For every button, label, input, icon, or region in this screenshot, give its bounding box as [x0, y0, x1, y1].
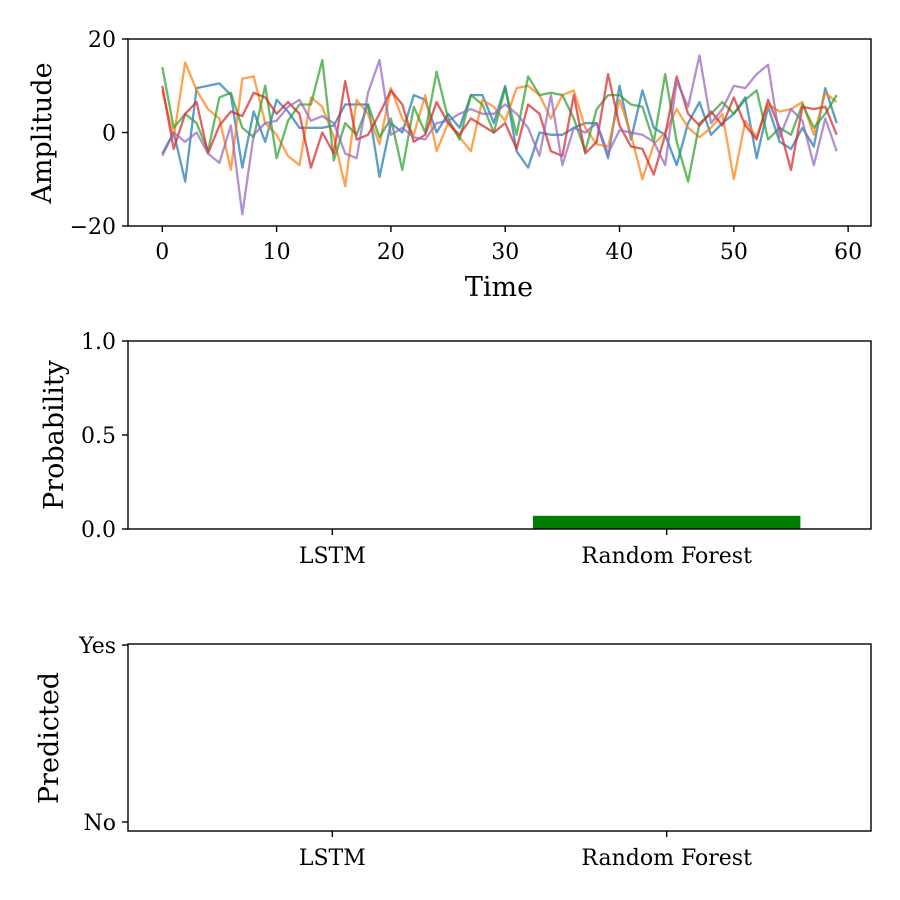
y-tick-label: 20 [88, 28, 116, 53]
x-axis-label: Time [465, 272, 533, 303]
x-tick-label: Random Forest [581, 544, 752, 569]
y-axis-label: Predicted [34, 672, 65, 804]
bars [532, 515, 801, 529]
x-tick-label: Random Forest [581, 846, 752, 871]
x-tick-label: LSTM [299, 846, 366, 871]
x-tick-labels: 0 10 20 30 40 50 60 [155, 240, 862, 265]
y-tick-label: Yes [78, 634, 116, 659]
x-tick-label: 60 [834, 240, 862, 265]
axis-ticks [122, 340, 668, 535]
x-tick-label: 40 [606, 240, 634, 265]
x-tick-label: LSTM [299, 544, 366, 569]
plot-frame [127, 643, 872, 832]
y-tick-label: 0 [102, 122, 116, 147]
prediction-chart: LSTM Random Forest No Yes Predicted [34, 634, 872, 871]
x-tick-label: 20 [377, 240, 405, 265]
x-tick-labels: LSTM Random Forest [299, 544, 752, 569]
x-tick-label: 30 [491, 240, 519, 265]
series-line-5 [161, 54, 838, 216]
y-tick-label: No [84, 811, 117, 836]
series-lines [161, 54, 838, 216]
y-tick-label: 1.0 [81, 330, 116, 355]
y-axis-label: Probability [39, 359, 70, 510]
bar-random-forest [532, 515, 801, 529]
amplitude-line-chart: 0 10 20 30 40 50 60 −20 0 20 Time Amplitude [27, 28, 872, 303]
axis-ticks [122, 644, 668, 837]
x-tick-label: 10 [263, 240, 291, 265]
axis-ticks [122, 38, 849, 232]
y-tick-label: 0.0 [81, 518, 116, 543]
y-tick-label: −20 [70, 215, 116, 240]
y-tick-labels: No Yes [78, 634, 116, 836]
plot-frame [127, 340, 872, 530]
y-tick-label: 0.5 [81, 424, 116, 449]
x-tick-label: 50 [720, 240, 748, 265]
y-tick-labels: −20 0 20 [70, 28, 116, 240]
series-line-4 [161, 72, 838, 176]
y-tick-labels: 0.0 0.5 1.0 [81, 330, 116, 543]
probability-bar-chart: LSTM Random Forest 0.0 0.5 1.0 Probability [39, 330, 872, 569]
x-tick-label: 0 [155, 240, 169, 265]
y-axis-label: Amplitude [27, 62, 58, 204]
x-tick-labels: LSTM Random Forest [299, 846, 752, 871]
